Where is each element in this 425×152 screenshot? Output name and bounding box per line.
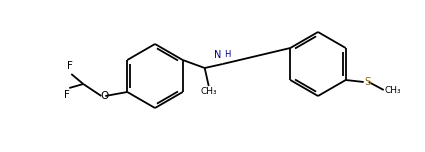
Text: S: S — [365, 77, 371, 87]
Text: F: F — [67, 61, 73, 71]
Text: O: O — [100, 91, 108, 101]
Text: CH₃: CH₃ — [385, 86, 401, 95]
Text: F: F — [64, 90, 70, 100]
Text: CH₃: CH₃ — [201, 87, 217, 96]
Text: N: N — [214, 50, 222, 60]
Text: H: H — [224, 50, 230, 59]
